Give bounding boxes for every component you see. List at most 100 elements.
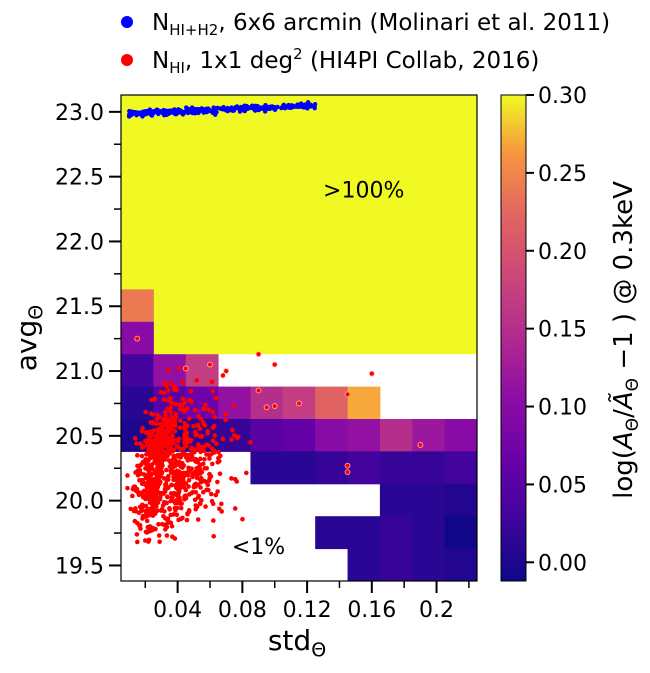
data-point-hi — [195, 517, 201, 522]
heat-cell — [347, 451, 381, 485]
data-point-hi — [177, 501, 183, 506]
data-point-hi-h2 — [237, 109, 243, 114]
data-point-hi — [176, 454, 181, 459]
data-point-hi — [144, 518, 150, 524]
colorbar-tick-label: 0.10 — [538, 396, 587, 421]
data-point-hi — [217, 458, 222, 464]
y-axis: 19.5 20.0 20.5 21.0 21.5 22.0 22.5 23.0 — [55, 101, 121, 579]
data-point-hi — [202, 466, 207, 471]
y-tick-label: 22.5 — [55, 166, 104, 191]
data-point-hi — [148, 492, 154, 497]
data-point-hi — [146, 537, 152, 543]
data-point-hi — [173, 423, 178, 429]
data-point-hi-h2 — [195, 106, 200, 112]
data-point-hi — [186, 484, 191, 489]
data-point-hi — [174, 472, 179, 477]
data-point-hi — [189, 490, 194, 496]
data-point-hi — [149, 505, 154, 511]
data-point-hi — [189, 471, 195, 476]
data-point-hi-h2 — [144, 111, 149, 117]
data-point-hi-h2 — [147, 109, 152, 114]
data-point-hi — [189, 445, 195, 451]
data-point-hi — [155, 449, 161, 454]
data-point-hi — [144, 481, 149, 486]
data-point-hi — [177, 473, 183, 479]
data-point-hi-h2 — [273, 105, 278, 111]
data-point-hi — [149, 527, 155, 533]
data-point-hi — [171, 383, 176, 389]
data-point-hi — [164, 533, 170, 538]
data-point-hi — [214, 441, 219, 447]
data-point-hi — [223, 417, 228, 423]
data-point-hi-h2 — [238, 104, 244, 110]
data-point-hi-h2 — [258, 105, 264, 111]
data-point-hi — [135, 468, 141, 473]
data-point-hi — [163, 500, 169, 506]
data-point-hi — [215, 489, 220, 494]
data-point-hi — [160, 463, 165, 468]
legend: NHI+H2, 6x6 arcmin (Molinari et al. 2011… — [121, 10, 610, 77]
data-point-hi — [217, 506, 222, 512]
data-point-hi — [172, 428, 178, 434]
data-point-hi — [193, 489, 199, 495]
data-point-hi — [218, 453, 223, 459]
data-point-hi — [125, 473, 130, 478]
data-point-hi — [133, 506, 138, 511]
data-point-hi — [160, 424, 165, 429]
data-point-hi — [197, 466, 203, 472]
legend-entry-hi-h2: NHI+H2, 6x6 arcmin (Molinari et al. 2011… — [121, 10, 610, 39]
data-point-hi — [220, 436, 226, 442]
data-point-hi-h2 — [129, 111, 135, 117]
data-point-hi-h2 — [134, 111, 140, 116]
data-point-hi — [158, 479, 163, 485]
data-point-hi-outlier — [255, 387, 262, 394]
data-point-hi — [160, 417, 166, 422]
data-point-hi-h2 — [218, 106, 223, 111]
data-point-hi — [240, 516, 245, 522]
data-point-hi-h2 — [173, 108, 179, 113]
heat-cell — [412, 516, 446, 550]
data-point-hi — [165, 425, 171, 430]
data-point-hi — [194, 504, 200, 509]
data-point-hi — [138, 508, 144, 514]
colorbar-tick-label: 0.00 — [538, 551, 587, 576]
heat-cell — [412, 419, 446, 452]
data-point-hi — [176, 488, 182, 493]
data-point-hi — [201, 406, 206, 411]
data-point-hi-outlier — [207, 361, 213, 368]
data-point-hi — [185, 458, 191, 463]
legend-marker-hi — [121, 54, 133, 66]
data-point-hi — [178, 446, 183, 452]
data-point-hi — [180, 402, 185, 408]
data-point-hi — [153, 510, 158, 515]
data-point-hi — [171, 447, 177, 453]
heat-cell — [347, 548, 381, 581]
data-point-hi — [174, 497, 180, 503]
data-point-hi — [176, 461, 182, 467]
data-point-hi — [135, 539, 140, 545]
heat-cell — [347, 419, 381, 452]
data-point-hi-h2 — [161, 110, 166, 115]
heat-cell — [218, 386, 251, 420]
data-point-hi-h2 — [153, 109, 158, 114]
y-tick-label: 21.5 — [55, 295, 104, 320]
annotation-over-100: >100% — [323, 179, 404, 204]
heat-cell — [444, 516, 477, 550]
x-tick-label: 0.2 — [419, 598, 454, 623]
data-point-hi — [169, 432, 175, 437]
data-point-hi-h2 — [312, 101, 318, 107]
legend-marker-hi-h2 — [121, 16, 133, 28]
heat-cell — [347, 516, 381, 550]
data-point-hi — [186, 416, 192, 421]
data-point-hi — [140, 444, 146, 450]
heat-cell — [250, 451, 284, 485]
data-point-hi-h2 — [233, 105, 238, 110]
data-point-hi — [150, 420, 156, 425]
data-point-hi — [165, 447, 171, 452]
data-point-hi — [182, 431, 187, 437]
data-point-hi — [212, 414, 218, 420]
data-point-hi-outlier — [263, 404, 270, 411]
data-point-hi — [186, 477, 192, 483]
legend-entry-hi: NHI, 1x1 deg2 (HI4PI Collab, 2016) — [121, 45, 539, 77]
y-tick-label: 22.0 — [55, 230, 104, 255]
